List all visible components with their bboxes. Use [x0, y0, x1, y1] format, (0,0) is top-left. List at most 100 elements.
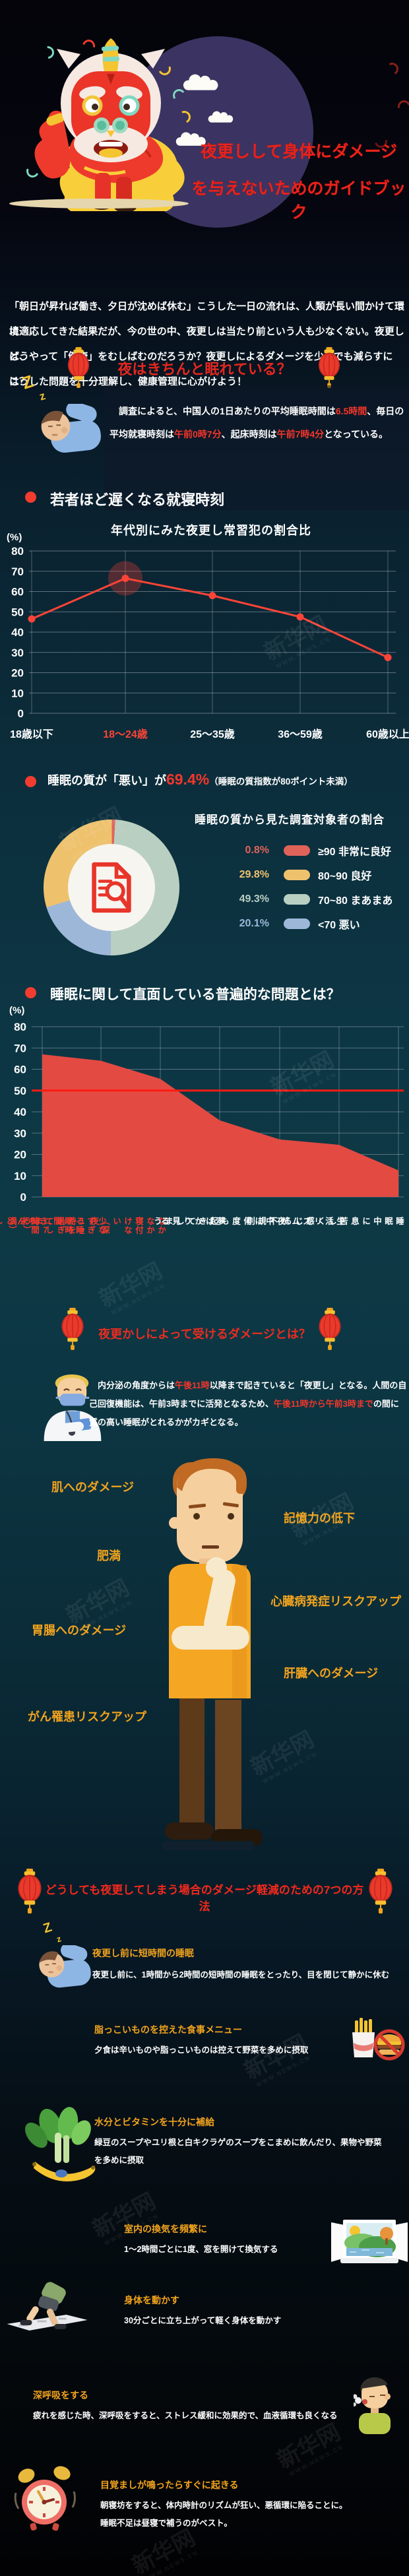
text-segment: 内分泌の角度からは [89, 1380, 175, 1390]
line-chart-title: 年代別にみた夜更し常習犯の割合比 [111, 524, 311, 537]
lion-dance-icon [34, 38, 185, 211]
lantern-icon [59, 1308, 86, 1350]
damage-paragraph: 内分泌の角度からは午後11時以降まで起きていると「夜更し」となる。人間の自己回復… [89, 1376, 407, 1432]
svg-text:(%): (%) [9, 1005, 24, 1016]
legend-label: 70~80 まあまあ [318, 895, 393, 907]
open-window-icon [331, 2220, 408, 2263]
damage-label-liver: 肝臓へのダメージ [284, 1667, 379, 1680]
damage-label-skin: 肌へのダメージ [51, 1481, 135, 1494]
svg-text:80: 80 [11, 545, 24, 558]
tip-body-hydration: 緑豆のスープやユリ根と白キクラゲのスープをこまめに飲んだり、果物や野菜 を多めに… [94, 2138, 382, 2165]
svg-text:10: 10 [11, 687, 24, 699]
svg-text:10: 10 [14, 1170, 26, 1182]
section-heading-damage: 夜更かしによって受けるダメージとは？ [98, 1328, 311, 1341]
legend-label: ≥90 非常に良好 [318, 846, 392, 858]
lantern-icon [367, 1869, 394, 1914]
problems-area-chart: 0 10 20 30 40 50 60 70 80 (%) [9, 1005, 404, 1204]
zzz-icon: z [55, 1933, 63, 1945]
damage-label-heart: 心臓病発症リスクアップ [270, 1595, 401, 1608]
svg-text:18〜24歳: 18〜24歳 [103, 728, 148, 740]
area-category-label: 生活リズムが不規則 [245, 1217, 344, 1226]
legend-percent: 29.8% [239, 868, 269, 880]
damage-label-memory: 記憶力の低下 [284, 1512, 355, 1525]
svg-text:70: 70 [11, 565, 24, 578]
section-heading-tips: どうしても夜更してしまう場合のダメージ軽減のための7つの方法 [45, 1884, 364, 1913]
tip-title-ventilation: 室内の換気を頻繁に [124, 2224, 207, 2234]
survey-paragraph: 調査によると、中国人の1日あたりの平均睡眠時間は6.5時間、毎日の平均就寝時刻は… [110, 400, 406, 446]
text-segment: 、起床時刻は [221, 429, 277, 439]
text-segment: 、毎日の平均就寝時刻は [110, 406, 404, 439]
legend-row: 0.8% ≥90 非常に良好 [223, 838, 408, 862]
sleeping-person-icon [33, 404, 102, 454]
legend-percent: 0.8% [245, 844, 269, 856]
svg-text:50: 50 [11, 606, 24, 618]
quality-heading-note: （睡眠の質指数が80ポイント未満） [209, 777, 353, 787]
man-shadow [162, 1841, 255, 1850]
walking-person-icon [7, 2282, 88, 2331]
breathing-face-icon [354, 2377, 391, 2434]
red-dot-bullet [25, 776, 36, 787]
alarm-clock-icon [14, 2466, 76, 2531]
confetti-icon [384, 61, 400, 77]
svg-text:20: 20 [14, 1149, 26, 1161]
text-segment: 午前7時4分 [276, 429, 325, 439]
page-title-line2: を与えないためのガイドブック [191, 179, 406, 222]
vegetables-icon [25, 2107, 96, 2181]
ground-shadow [9, 199, 189, 209]
damage-label-cancer: がん罹患リスクアップ [28, 1710, 146, 1723]
bedtime-line-chart: 0 10 20 30 40 50 60 70 80 (%) 18歳以下 18〜24歳 25〜35歳 36〜… [7, 532, 409, 740]
legend-swatch [284, 845, 310, 856]
quality-heading-percent: 69.4% [166, 771, 210, 788]
legend-row: 20.1% <70 悪い [223, 911, 408, 936]
svg-text:0: 0 [20, 1191, 26, 1204]
svg-text:18歳以下: 18歳以下 [10, 728, 53, 740]
legend-row: 49.3% 70~80 まあまあ [223, 887, 408, 911]
tip-body-wakeup: 朝寝坊をすると、体内時計のリズムが狂い、悪循環に陥ることに。 睡眠不足は昼寝で補… [100, 2501, 348, 2528]
red-dot-bullet [25, 987, 36, 998]
lantern-icon [66, 347, 91, 388]
tip-body-nap: 夜更し前に、1時間から2時間の短時間の睡眠をとったり、目を閉じて静かに休む [92, 1970, 390, 1980]
legend-swatch [284, 893, 310, 905]
document-magnifier-icon [92, 862, 131, 913]
page-title-line1: 夜更しして身体にダメージ [200, 143, 397, 161]
fries-burger-ban-icon [352, 2018, 405, 2061]
text-segment: となっている。 [324, 429, 389, 439]
tip-title-wakeup: 目覚ましが鳴ったらすぐに起きる [100, 2480, 239, 2490]
legend-label: 80~90 良好 [318, 870, 372, 882]
legend-swatch [284, 869, 310, 880]
section-heading-bedtime: 若者ほど遅くなる就寝時刻 [50, 492, 225, 508]
section-heading-sleep: 夜はきちんと眠れている？ [117, 361, 292, 377]
tip-title-nap: 夜更し前に短時間の睡眠 [92, 1948, 194, 1958]
zzz-icon: Z [41, 1919, 54, 1937]
text-segment: 以降まで起きていると「夜更し」となる。人間の自己回復機能は、午前3時までに活発と… [89, 1380, 407, 1409]
legend-label: <70 悪い [318, 919, 360, 931]
text-segment: 6.5時間 [335, 406, 367, 416]
area-category-label: 夢ばかり見る [160, 1217, 225, 1226]
area-category-label: なかなか寝付けない （深夜12時を過ぎてしまう） [22, 1217, 166, 1237]
svg-text:(%): (%) [7, 532, 22, 543]
legend-percent: 49.3% [239, 893, 269, 905]
svg-text:50: 50 [14, 1085, 26, 1097]
svg-text:30: 30 [11, 647, 24, 659]
intro-paragraph-line: こうした問題を十分理解し、健康管理に心がけよう！ [9, 376, 247, 387]
damage-label-obesity: 肥満 [97, 1549, 121, 1562]
svg-text:40: 40 [14, 1106, 26, 1118]
survey-panel [104, 385, 409, 511]
text-segment: 午後11時 [175, 1380, 210, 1390]
svg-text:40: 40 [11, 626, 24, 639]
lantern-icon [16, 1869, 44, 1914]
svg-text:30: 30 [14, 1127, 26, 1140]
red-dot-bullet [25, 492, 36, 503]
intro-paragraph-line: に適応してきた結果だが、今の世の中、夜更しは当たり前という人も少なくない。夜更し… [9, 326, 404, 362]
area-category-label: 夜中に何度も起きてしまう [152, 1217, 285, 1226]
tip-title-movement: 身体を動かす [124, 2295, 179, 2305]
svg-text:60歳以上: 60歳以上 [366, 728, 409, 740]
svg-text:70: 70 [14, 1042, 26, 1054]
svg-text:80: 80 [14, 1021, 26, 1033]
sleeping-person-icon [32, 1945, 92, 1989]
